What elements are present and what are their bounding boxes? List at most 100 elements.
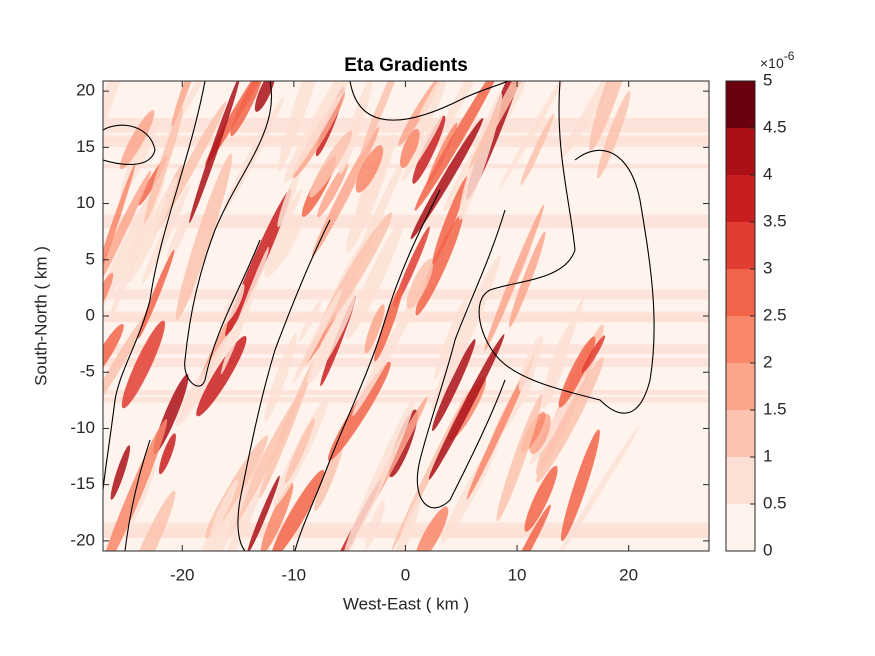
colorbar-band (726, 128, 755, 175)
field-streak (254, 81, 276, 112)
x-tick-label: 0 (401, 565, 410, 584)
field-streak (364, 304, 385, 354)
field-streak (122, 490, 176, 551)
field-streak (225, 188, 292, 337)
contour-line (416, 209, 506, 509)
field-streak (167, 210, 191, 261)
field-streak (520, 113, 555, 186)
field-streak (356, 153, 388, 219)
field-streak (390, 494, 422, 551)
field-streak (414, 81, 503, 211)
field-streak (589, 81, 635, 151)
field-streak (182, 329, 234, 416)
field-streak (558, 336, 596, 408)
colorbar-tick-label: 3.5 (763, 211, 787, 230)
field-streak (484, 204, 545, 351)
y-tick-label: 20 (76, 81, 95, 100)
colorbar-band (726, 316, 755, 363)
field-streak (360, 81, 403, 156)
field-band (103, 344, 709, 355)
field-streak (293, 288, 343, 384)
field-band (103, 396, 709, 403)
field-streak (264, 213, 304, 278)
field-streak (259, 359, 315, 499)
field-streak (431, 255, 501, 411)
colorbar-exponent-base: ×10 (760, 55, 784, 71)
field-streak (410, 117, 484, 240)
field-streak (260, 482, 294, 551)
field-streak (414, 506, 449, 551)
contour-line (349, 81, 509, 121)
field-streak (189, 81, 241, 224)
field-band (103, 389, 709, 395)
field-streak (230, 81, 264, 137)
field-streak (103, 170, 152, 315)
x-tick-label: -10 (282, 565, 307, 584)
field-band (103, 117, 709, 133)
field-streak (339, 81, 374, 175)
field-streak (499, 81, 573, 188)
colorbar-band (726, 81, 755, 128)
field-streak (432, 176, 469, 264)
y-axis-label: South-North ( km ) (31, 246, 50, 386)
colorbar-tick-label: 0.5 (763, 493, 787, 512)
field-band (103, 358, 709, 367)
field-streak (264, 333, 297, 422)
colorbar-band (726, 410, 755, 457)
contour-line (237, 219, 331, 551)
colorbar-tick-label: 1 (763, 446, 772, 465)
field-streak (536, 357, 604, 483)
contour-line (103, 81, 206, 491)
field-streak (406, 258, 434, 309)
field-streak (327, 361, 391, 461)
field-streak (352, 279, 427, 417)
x-tick-label: 10 (508, 565, 527, 584)
field-streak (346, 218, 404, 340)
colorbar-tick-label: 0 (763, 540, 772, 559)
chart-title: Eta Gradients (344, 55, 468, 76)
field-streak (110, 445, 131, 500)
field-streak (556, 424, 640, 551)
field-streak (138, 249, 175, 339)
colorbar-tick-label: 2 (763, 352, 772, 371)
field-streak (220, 246, 270, 375)
field-streak (283, 81, 365, 184)
field-streak (469, 81, 553, 169)
field-streak (400, 128, 420, 169)
y-tick-label: 0 (86, 305, 95, 324)
field-streak (355, 145, 384, 193)
colorbar-band (726, 269, 755, 316)
field-streak (524, 465, 558, 532)
field-streak (434, 293, 469, 380)
field-streak (412, 115, 446, 184)
field-streak (581, 335, 606, 374)
field-streak (121, 320, 165, 409)
field-streak (466, 354, 535, 500)
field-streak (431, 339, 476, 432)
field-streak (418, 81, 462, 120)
colorbar-tick-label: 4.5 (763, 117, 787, 136)
y-tick-label: -20 (70, 530, 95, 549)
contour-line (294, 189, 441, 551)
field-streak (129, 464, 156, 526)
y-tick-label: 15 (76, 137, 95, 156)
field-streak (314, 439, 344, 511)
field-streak (144, 106, 184, 224)
field-streak (103, 81, 133, 152)
colorbar-tick-label: 5 (763, 70, 772, 89)
colorbar-exponent-power: -6 (784, 49, 795, 63)
y-tick-label: -5 (80, 362, 95, 381)
field (103, 81, 709, 551)
field-streak (309, 130, 353, 198)
field-streak (222, 283, 245, 324)
y-tick-label: 5 (86, 249, 95, 268)
field-streak (210, 479, 238, 536)
y-tick-label: -15 (70, 474, 95, 493)
field-streak (374, 285, 403, 362)
field-band (103, 214, 709, 229)
field-streak (196, 335, 247, 417)
field-streak (508, 504, 551, 551)
field-streak (401, 114, 443, 182)
y-tick-label: 10 (76, 193, 95, 212)
